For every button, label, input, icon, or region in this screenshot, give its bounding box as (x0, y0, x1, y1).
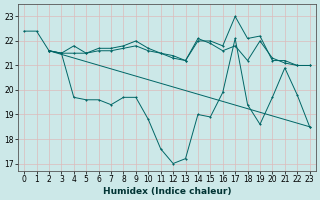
X-axis label: Humidex (Indice chaleur): Humidex (Indice chaleur) (103, 187, 231, 196)
